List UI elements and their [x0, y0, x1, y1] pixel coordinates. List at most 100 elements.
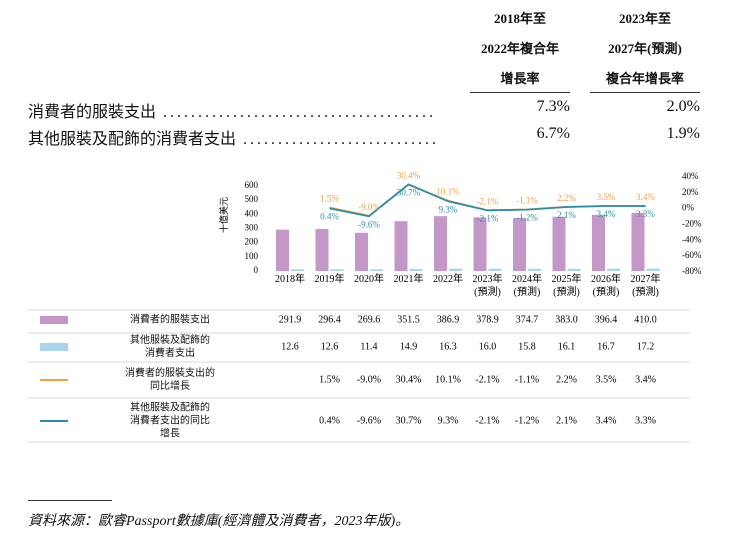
x-tick-line: 2020年 [354, 272, 384, 285]
table-value: 14.9 [400, 341, 418, 352]
data-label: 1.5% [320, 194, 339, 204]
y-tick-label: 400 [245, 208, 259, 218]
y-tick-label: 0 [254, 265, 259, 275]
data-label: 3.4% [636, 192, 655, 202]
table-value: 9.3% [438, 415, 459, 426]
bar [315, 229, 329, 271]
bar [607, 268, 620, 271]
y-tick-label: 500 [245, 194, 259, 204]
header-line: 2022年複合年 [480, 41, 559, 56]
header-rule [470, 92, 570, 93]
x-tick-line: 2022年 [433, 272, 463, 285]
header-line: 2023年至 [618, 11, 671, 26]
table-value: 1.5% [319, 374, 340, 385]
data-label: -1.2% [516, 213, 538, 223]
header-line: 複合年增長率 [605, 71, 684, 86]
y2-tick-label: -60% [682, 250, 702, 260]
data-label: 2.2% [557, 193, 576, 203]
header-rule [590, 92, 700, 93]
row-label-text: 消費者的服裝支出 [28, 104, 157, 121]
row-value: 7.3% [536, 98, 570, 115]
x-tick-label: 2019年 [315, 272, 345, 285]
header-line: 2018年至 [493, 11, 546, 26]
row-value: 1.9% [666, 125, 700, 142]
y2-tick-label: 20% [682, 187, 699, 197]
bar [552, 216, 566, 271]
line-series [329, 183, 646, 218]
series-name: 消費者的服裝支出的同比增長 [125, 368, 215, 392]
x-tick-label: 2025年(預測) [552, 272, 582, 298]
data-label: -2.1% [477, 196, 499, 206]
data-label: 2.1% [557, 210, 576, 220]
table-value: 396.4 [595, 314, 618, 325]
table-value: 12.6 [281, 341, 299, 352]
x-tick-label: 2026年(預測) [591, 272, 621, 298]
table-value: 16.1 [558, 341, 576, 352]
x-tick-line: 2018年 [275, 272, 305, 285]
table-value: 351.5 [397, 314, 420, 325]
data-label: 3.4% [597, 209, 616, 219]
y-axis-label: 十億美元 [218, 197, 229, 233]
y-tick-label: 200 [245, 237, 259, 247]
bar [646, 268, 660, 271]
table-value: 386.9 [437, 314, 460, 325]
data-label: 0.4% [320, 211, 339, 221]
table-value: 16.7 [597, 341, 615, 352]
table-value: 383.0 [555, 314, 578, 325]
x-tick-line: 2026年 [591, 272, 621, 285]
y2-tick-label: -40% [682, 234, 702, 244]
x-tick-line: 2023年 [473, 272, 503, 285]
x-tick-label: 2018年 [275, 272, 305, 285]
table-value: -2.1% [475, 415, 499, 426]
data-label: 10.1% [436, 187, 460, 197]
x-tick-line: (預測) [632, 285, 659, 298]
table-value: 378.9 [476, 314, 499, 325]
table-value: 3.4% [596, 415, 617, 426]
column-header: 2018年至 2022年複合年 增長率 [465, 4, 575, 94]
table-value: 12.6 [321, 341, 339, 352]
bar [291, 269, 304, 271]
bar [276, 229, 289, 271]
bar [567, 268, 581, 271]
bar [434, 216, 447, 271]
x-tick-label: 2022年 [433, 272, 463, 285]
x-tick-label: 2020年 [354, 272, 384, 285]
data-label: 3.3% [636, 209, 655, 219]
bar [592, 214, 605, 271]
series-name: 其他服裝及配飾的消費者支出 [130, 335, 210, 359]
x-tick-line: 2027年 [631, 272, 661, 285]
y2-tick-label: 40% [682, 171, 699, 181]
bar [394, 221, 408, 271]
data-label: 9.3% [439, 204, 458, 214]
summary-rows: 消費者的服裝支出 ...............................… [0, 98, 755, 148]
data-label: -9.0% [358, 202, 380, 212]
bar [631, 212, 645, 271]
x-tick-line: (預測) [553, 285, 580, 298]
table-value: 410.0 [634, 314, 657, 325]
table-value: -9.0% [357, 374, 381, 385]
y2-tick-label: 0% [682, 203, 695, 213]
data-label: -1.1% [516, 196, 538, 206]
legend-swatch [40, 316, 68, 324]
bar [488, 268, 502, 271]
data-label: 3.5% [597, 192, 616, 202]
footnote-rule [28, 500, 112, 501]
x-tick-line: 2019年 [315, 272, 345, 285]
table-value: -2.1% [475, 374, 499, 385]
bar [449, 268, 462, 271]
data-label: -2.1% [477, 213, 499, 223]
table-value: 15.8 [518, 341, 536, 352]
table-value: 3.4% [635, 374, 656, 385]
table-value: -9.6% [357, 415, 381, 426]
bar [409, 268, 423, 271]
footnote: 資料來源：歐睿Passport數據庫(經濟體及消費者，2023年版)。 [28, 514, 410, 529]
table-value: -1.2% [515, 415, 539, 426]
table-value: -1.1% [515, 374, 539, 385]
legend-swatch [40, 343, 68, 351]
header-line: 2027年(預測) [608, 41, 682, 56]
table-value: 11.4 [360, 341, 377, 352]
row-label: 其他服裝及配飾的消費者支出 ..........................… [28, 131, 440, 148]
x-tick-label: 2021年 [394, 272, 424, 285]
table-value: 0.4% [319, 415, 340, 426]
bar [370, 269, 383, 271]
